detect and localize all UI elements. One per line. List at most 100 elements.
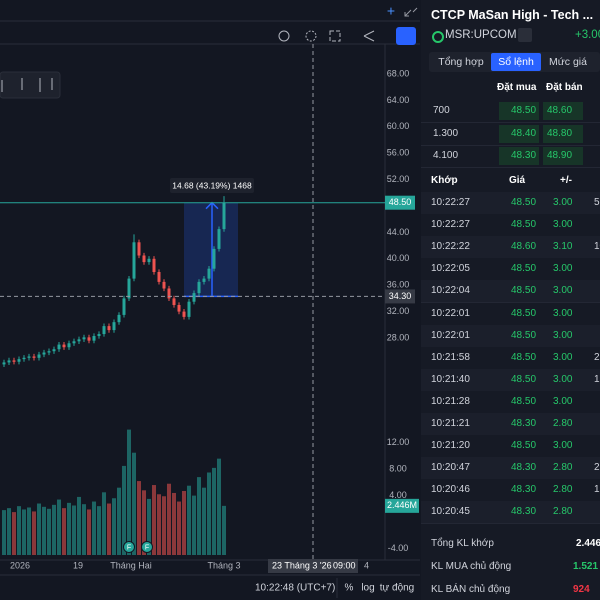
trade-time: 10:21:28 — [431, 395, 470, 407]
candle-body — [187, 301, 191, 317]
volume-bar — [2, 510, 6, 555]
price-tick: 52.00 — [387, 174, 410, 184]
trade-row: 10:22:27 48.50 3.00 — [421, 214, 600, 238]
trade-change: 2.80 — [553, 506, 573, 518]
ask-price: 48.80 — [547, 127, 573, 139]
status-item[interactable]: log — [361, 583, 374, 594]
fullscreen-icon[interactable] — [329, 30, 341, 42]
candle-body — [162, 281, 166, 289]
share-icon[interactable] — [363, 30, 375, 42]
status-item[interactable]: tự động — [380, 583, 415, 594]
trade-time: 10:22:27 — [431, 197, 470, 208]
symbol: MSR:UPCOM — [445, 29, 517, 41]
trade-price: 48.50 — [511, 263, 537, 275]
crosshair-time-tag — [268, 559, 358, 573]
volume-bar — [152, 485, 156, 555]
trade-row: 10:20:47 48.30 2.80 2 — [421, 457, 600, 481]
candle-body — [57, 344, 61, 350]
chart-area: + 68.0064.0060.0056.0052.0044.0040.0036.… — [0, 2, 420, 598]
tab[interactable]: Mức giá — [549, 56, 587, 68]
x-label: 2026 — [10, 560, 30, 570]
candle-body — [2, 362, 6, 365]
candle-body — [27, 356, 31, 358]
candle-body — [62, 344, 66, 348]
trade-row: 10:21:21 48.30 2.80 — [421, 413, 600, 436]
volume-bar — [12, 512, 16, 555]
ask-cell — [543, 147, 583, 165]
volume-bar — [107, 503, 111, 555]
trade-price: 48.50 — [511, 351, 537, 363]
measure-box — [184, 202, 238, 297]
volume-bar — [72, 505, 76, 555]
candle-body — [157, 272, 161, 282]
candle-body — [192, 293, 196, 302]
volume-bar — [22, 509, 26, 555]
candle-body — [207, 268, 211, 279]
trade-price: 48.50 — [511, 329, 537, 341]
bid-cell — [499, 124, 539, 143]
trade-row: 10:21:20 48.50 3.00 — [421, 435, 600, 459]
trade-price: 48.50 — [511, 197, 537, 208]
candle-body — [132, 242, 136, 279]
book-buy-header: Đặt mua — [497, 82, 537, 93]
volume-bar — [67, 502, 71, 555]
candle-body — [12, 360, 16, 362]
trade-price: 48.50 — [511, 219, 537, 231]
collapse-icon[interactable] — [404, 7, 418, 17]
candle-body — [107, 326, 111, 331]
edit-icon[interactable] — [518, 28, 532, 42]
add-icon[interactable]: + — [387, 3, 395, 19]
tab[interactable]: Tổng hợp — [438, 56, 484, 68]
candle-body — [7, 360, 11, 363]
x-label: 19 — [73, 560, 83, 570]
measure-label-bg — [170, 178, 254, 193]
trade-price: 48.30 — [511, 506, 537, 518]
price-tick: 28.00 — [387, 332, 410, 342]
trade-row: 10:22:05 48.50 3.00 — [421, 258, 600, 282]
trade-price: 48.50 — [511, 307, 537, 319]
measure-label: 14.68 (43.19%) 1468 — [172, 180, 252, 190]
change: +3.00 — [575, 29, 600, 41]
trade-change: 3.00 — [553, 440, 573, 452]
alert-icon[interactable] — [278, 30, 290, 42]
candle-body — [92, 336, 96, 341]
toolbar-icons[interactable] — [1, 78, 53, 92]
status-item[interactable]: % — [345, 583, 354, 594]
trade-row: 10:22:01 48.50 3.00 — [421, 324, 600, 348]
volume-bar — [132, 452, 136, 555]
crosshair-price-tag — [385, 289, 415, 304]
trade-time: 10:21:40 — [431, 373, 470, 385]
last-volume-tag — [385, 498, 419, 513]
candle-body — [112, 322, 116, 331]
refresh-icon[interactable] — [396, 27, 416, 45]
volume-bar — [52, 504, 56, 555]
tab[interactable]: Sổ lệnh — [491, 53, 541, 71]
trade-change: 3.00 — [553, 197, 573, 208]
settings-icon[interactable] — [305, 30, 317, 42]
candle-body — [122, 298, 126, 315]
trade-price: 48.50 — [511, 440, 537, 452]
volume-bar — [167, 483, 171, 555]
trade-row: 10:22:01 48.50 3.00 — [421, 302, 600, 326]
candle-body — [182, 311, 186, 317]
trade-time: 10:21:58 — [431, 351, 470, 363]
trade-volume: 1 — [594, 373, 600, 385]
summary-value: 924 — [573, 584, 590, 595]
crosshair-hour: 09:00 — [333, 560, 356, 570]
price-tick: 32.00 — [387, 306, 410, 316]
volume-bar — [202, 487, 206, 555]
volume-bar — [222, 505, 226, 555]
volume-bar — [212, 467, 216, 555]
x-label: Tháng 3 — [207, 560, 240, 570]
order-panel: CTCP MaSan High - Tech ... MSR:UPCOM +3.00… — [421, 0, 600, 600]
volume-tick: 4.00 — [389, 490, 407, 500]
trade-row: 10:21:40 48.50 3.00 1 — [421, 368, 600, 392]
volume-bar — [37, 503, 41, 555]
crosshair-price-label: 34.30 — [389, 291, 412, 301]
ask-cell — [543, 124, 583, 143]
ask-price: 48.90 — [547, 150, 573, 161]
volume-bar — [127, 429, 131, 555]
volume-tick: -4.00 — [388, 543, 409, 553]
volume-bar — [82, 504, 86, 555]
